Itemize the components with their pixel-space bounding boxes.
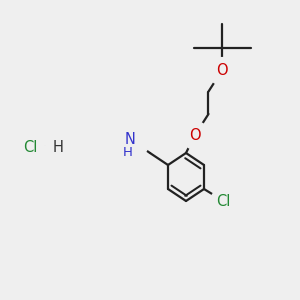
Text: O: O (216, 63, 228, 78)
Text: O: O (189, 128, 201, 142)
Text: N: N (125, 132, 136, 147)
Text: Cl: Cl (216, 194, 231, 208)
Text: H: H (123, 146, 132, 160)
Text: H: H (53, 140, 64, 154)
Text: Cl: Cl (23, 140, 37, 154)
